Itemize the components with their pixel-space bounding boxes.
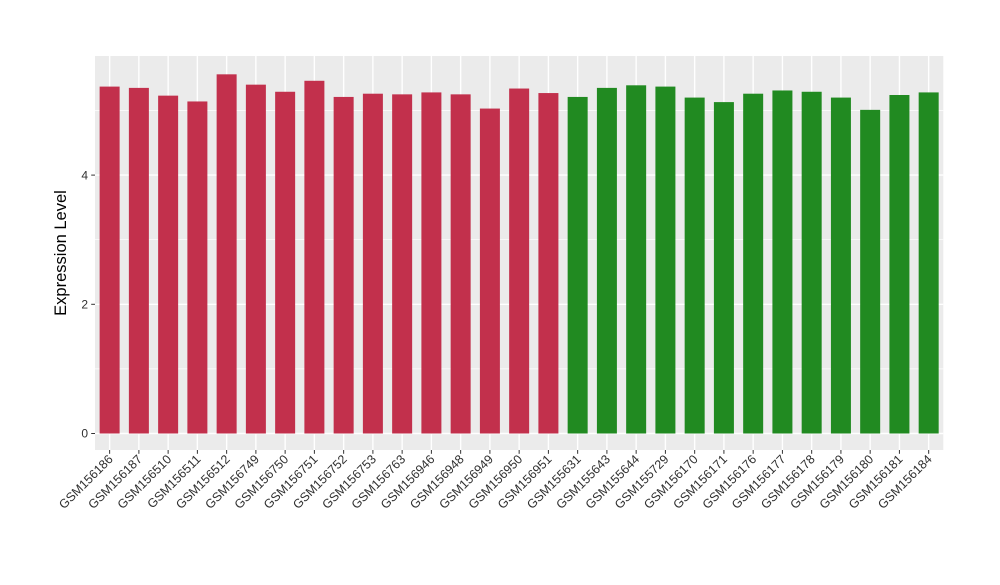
bar-GSM156750 (275, 91, 296, 434)
bar-GSM156753 (362, 93, 383, 434)
bar-GSM156948 (450, 94, 471, 434)
y-axis-title: Expression Level (52, 190, 70, 316)
bar-GSM156184 (918, 92, 939, 434)
bar-GSM156749 (245, 84, 266, 434)
bar-GSM156751 (304, 80, 325, 434)
bars-group (99, 74, 939, 434)
bar-GSM156752 (333, 96, 354, 434)
bar-GSM155643 (596, 87, 617, 434)
axis-tick-marks (91, 174, 930, 454)
bar-GSM156171 (713, 102, 734, 434)
bar-GSM156181 (889, 94, 910, 434)
y-label-4: 4 (81, 168, 88, 182)
y-label-2: 2 (81, 298, 88, 312)
x-axis-labels: GSM156186GSM156187GSM156510GSM156511GSM1… (56, 452, 935, 512)
bar-GSM156186 (99, 86, 120, 434)
bar-GSM156180 (860, 109, 881, 434)
y-label-0: 0 (81, 427, 88, 441)
bar-GSM155644 (626, 85, 647, 434)
bar-GSM155729 (655, 86, 676, 434)
bar-GSM155631 (567, 96, 588, 434)
bar-GSM156179 (830, 97, 851, 434)
bar-GSM156951 (538, 93, 559, 434)
bar-GSM156170 (684, 97, 705, 434)
bar-GSM156510 (158, 95, 179, 434)
bar-GSM156946 (421, 92, 442, 434)
bar-GSM156176 (743, 93, 764, 434)
bar-GSM156178 (801, 91, 822, 434)
bar-GSM156949 (479, 108, 500, 434)
bar-GSM156177 (772, 90, 793, 434)
bar-GSM156187 (128, 87, 149, 434)
bar-GSM156511 (187, 101, 208, 434)
bar-GSM156763 (392, 94, 413, 434)
bar-GSM156512 (216, 74, 237, 434)
y-axis-labels: 0 2 4 (81, 168, 88, 440)
bar-GSM156950 (509, 88, 530, 434)
